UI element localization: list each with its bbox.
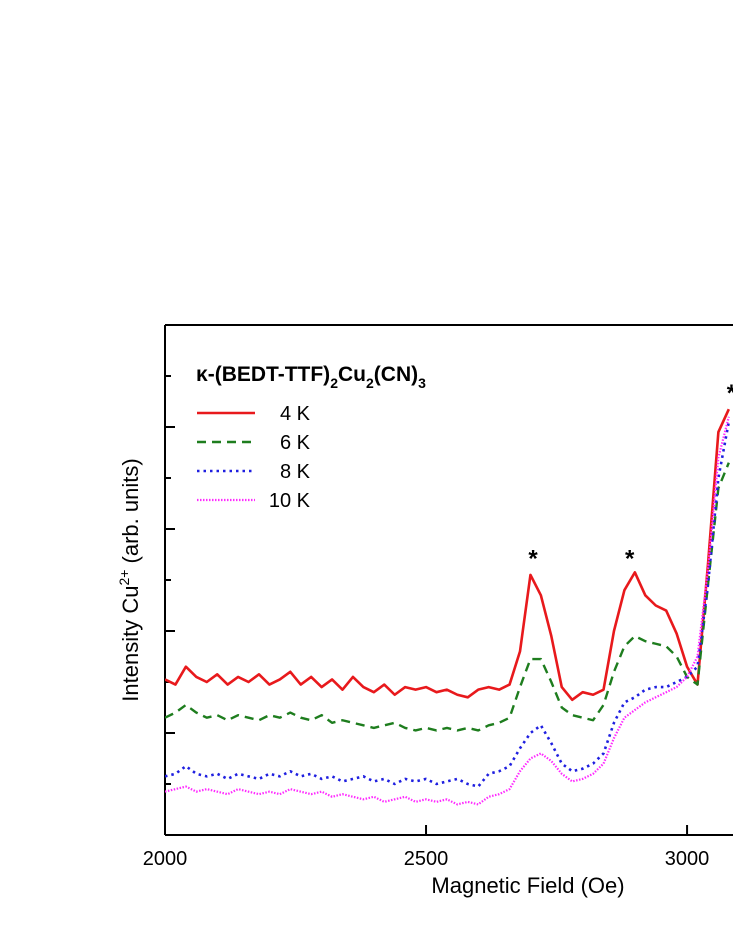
title-part: Cu bbox=[338, 363, 366, 386]
x-tick-label: 2000 bbox=[143, 848, 188, 870]
series-line bbox=[165, 462, 730, 732]
y-label-part: Intensity Cu bbox=[118, 586, 143, 702]
series-group bbox=[165, 416, 730, 806]
y-axis-label: Intensity Cu2+ (arb. units) bbox=[116, 458, 143, 701]
y-label-superscript: 2+ bbox=[116, 570, 132, 586]
x-tick-label: 3000 bbox=[665, 848, 710, 870]
title-part: κ-(BEDT-TTF) bbox=[196, 363, 330, 386]
series-group bbox=[165, 462, 730, 732]
title-subscript: 3 bbox=[418, 375, 426, 391]
peak-annotation: * bbox=[528, 546, 538, 573]
series-line bbox=[165, 408, 731, 702]
chart-title: κ-(BEDT-TTF)2Cu2(CN)3 bbox=[196, 363, 426, 391]
title-part: (CN) bbox=[374, 363, 418, 386]
title-subscript: 2 bbox=[366, 375, 374, 391]
legend-label: 4 K bbox=[280, 403, 311, 425]
title-subscript: 2 bbox=[330, 375, 338, 391]
series-group bbox=[165, 421, 731, 788]
y-label-part: (arb. units) bbox=[118, 458, 143, 569]
x-tick-label: 2500 bbox=[404, 848, 449, 870]
series-line bbox=[165, 421, 731, 788]
series-line bbox=[165, 416, 730, 806]
legend-label: 8 K bbox=[280, 461, 311, 483]
series-group bbox=[165, 408, 731, 702]
peak-annotation: * bbox=[727, 380, 733, 407]
axes bbox=[164, 324, 733, 836]
x-axis-label: Magnetic Field (Oe) bbox=[431, 873, 624, 898]
legend-label: 6 K bbox=[280, 432, 311, 454]
peak-annotation: * bbox=[625, 546, 635, 573]
legend-label: 10 K bbox=[269, 490, 311, 512]
